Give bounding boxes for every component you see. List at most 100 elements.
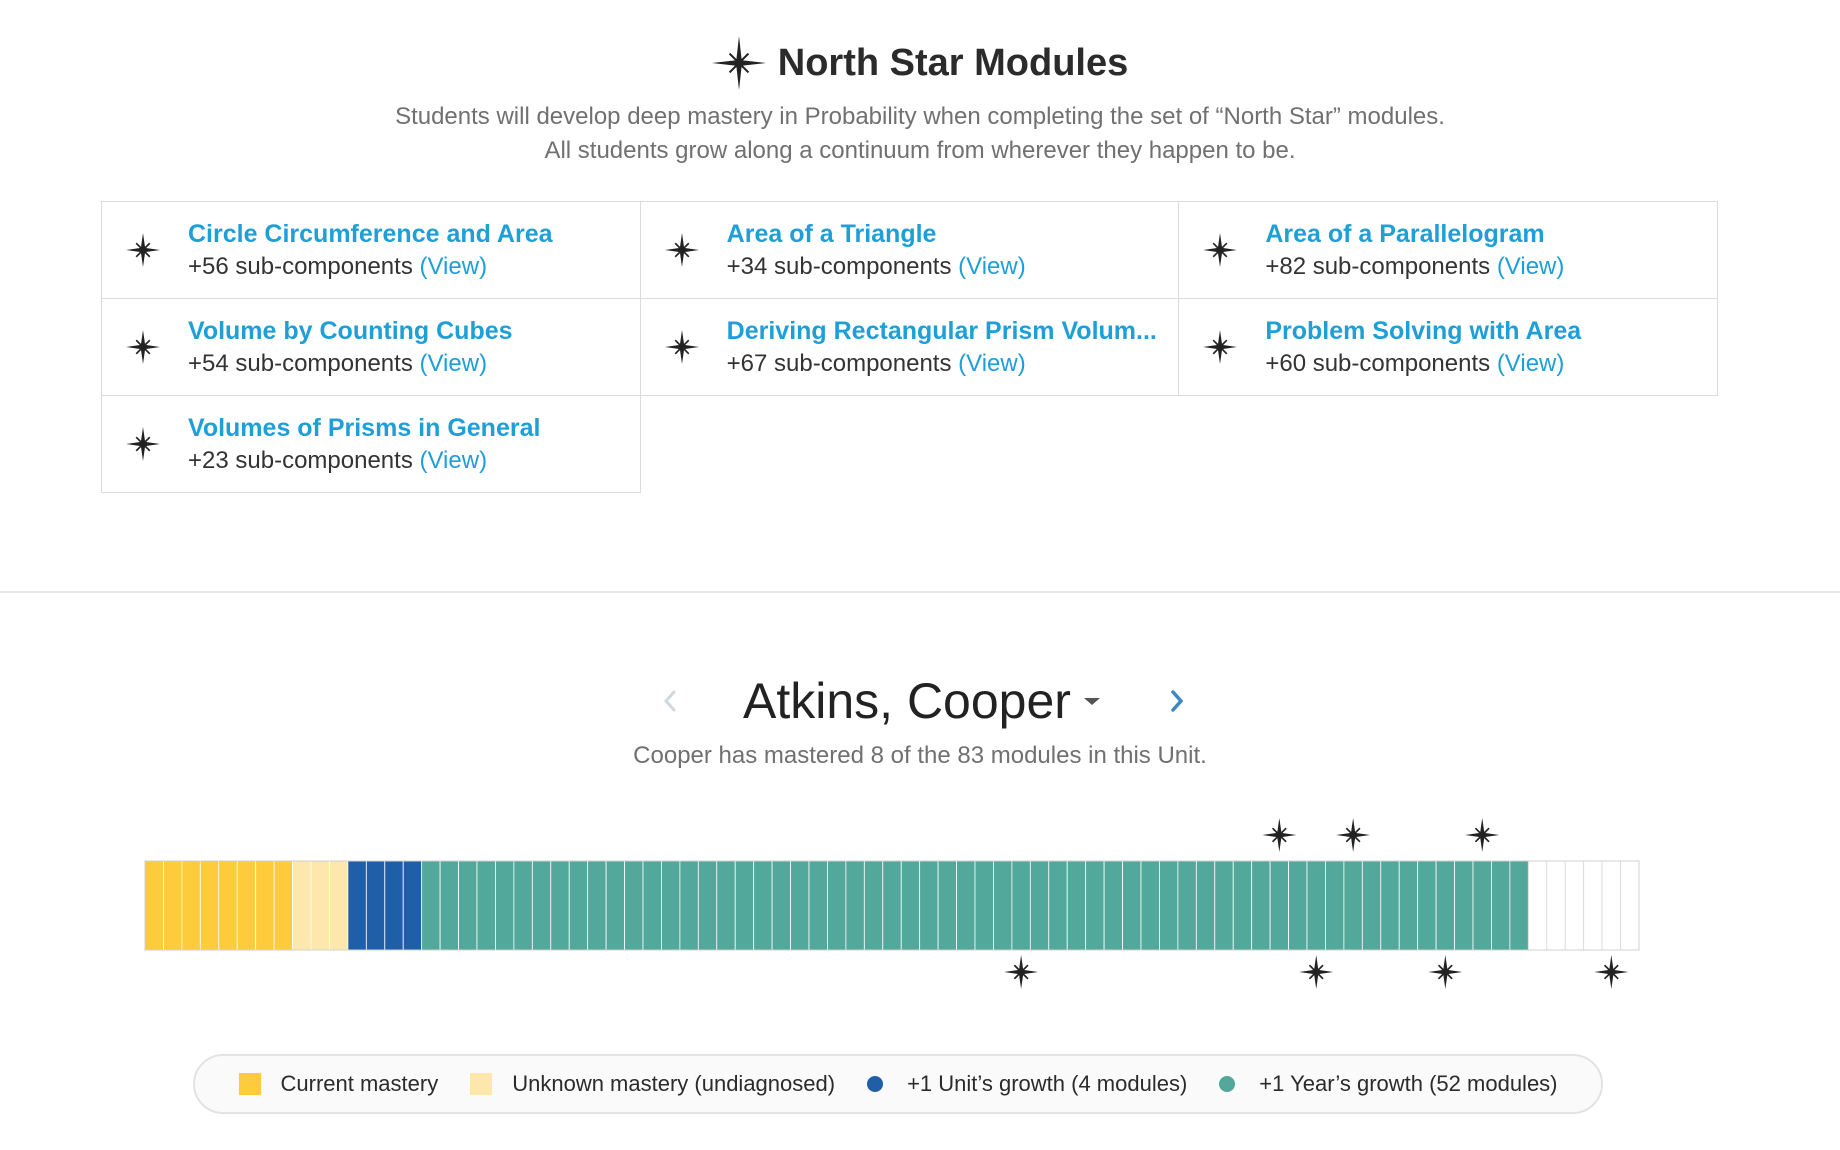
module-cell-year_growth[interactable] [697, 860, 718, 951]
module-cell-unknown[interactable] [310, 860, 330, 951]
module-cell-year_growth[interactable] [716, 860, 736, 951]
module-cell-current[interactable] [255, 860, 275, 951]
module-cell-year_growth[interactable] [605, 860, 625, 951]
module-name-link[interactable]: Circle Circumference and Area [188, 219, 553, 248]
module-cell-year_growth[interactable] [974, 860, 994, 951]
module-name-link[interactable]: Area of a Triangle [726, 219, 937, 248]
module-cell-year_growth[interactable] [1269, 860, 1289, 951]
module-cell-unit_growth[interactable] [402, 860, 423, 951]
view-link[interactable]: (View) [419, 252, 488, 280]
module-cell-current[interactable] [163, 860, 183, 951]
module-cell-year_growth[interactable] [790, 860, 810, 951]
module-cell-year_growth[interactable] [919, 860, 939, 951]
module-cell-year_growth[interactable] [661, 860, 681, 951]
module-cell-year_growth[interactable] [900, 860, 921, 951]
module-cell-year_growth[interactable] [734, 860, 755, 951]
module-cell-year_growth[interactable] [827, 860, 847, 951]
module-cell-year_growth[interactable] [1306, 860, 1326, 951]
module-cell-year_growth[interactable] [882, 860, 902, 951]
module-cell-year_growth[interactable] [1491, 860, 1511, 951]
module-cell-year_growth[interactable] [1195, 860, 1216, 951]
module-cell-current[interactable] [218, 860, 238, 951]
view-link[interactable]: (View) [958, 349, 1026, 377]
module-cell-year_growth[interactable] [1435, 860, 1455, 951]
module-cell-year_growth[interactable] [624, 860, 644, 951]
module-cell-year_growth[interactable] [1214, 860, 1234, 951]
module-name-link[interactable]: Problem Solving with Area [1265, 316, 1582, 345]
module-cell-year_growth[interactable] [1288, 860, 1308, 951]
next-student-arrow-icon[interactable] [1162, 684, 1192, 718]
module-cell-year_growth[interactable] [1343, 860, 1363, 951]
module-cell-none[interactable] [1527, 860, 1548, 951]
module-cell-none[interactable] [1546, 860, 1566, 951]
module-cell-year_growth[interactable] [1048, 860, 1068, 951]
module-cell-none[interactable] [1601, 860, 1621, 951]
module-cell-year_growth[interactable] [1361, 860, 1382, 951]
module-cell-year_growth[interactable] [845, 860, 865, 951]
view-link[interactable]: (View) [1496, 252, 1565, 280]
view-link[interactable]: (View) [419, 446, 488, 474]
student-dropdown-caret-icon[interactable] [1084, 698, 1100, 705]
module-cell-year_growth[interactable] [1085, 860, 1105, 951]
module-cell-year_growth[interactable] [1232, 860, 1253, 951]
module-name-link[interactable]: Deriving Rectangular Prism Volum... [726, 316, 1157, 345]
module-cell-year_growth[interactable] [1177, 860, 1197, 951]
module-cell-unit_growth[interactable] [384, 860, 404, 951]
module-cell-current[interactable] [199, 860, 220, 951]
module-cell-year_growth[interactable] [1398, 860, 1419, 951]
module-cell-year_growth[interactable] [513, 860, 533, 951]
module-cell-year_growth[interactable] [550, 860, 570, 951]
module-cell-current[interactable] [273, 860, 293, 951]
module-name-link[interactable]: Area of a Parallelogram [1265, 219, 1545, 248]
module-cell-year_growth[interactable] [1509, 860, 1529, 951]
module-cell-year_growth[interactable] [1251, 860, 1271, 951]
module-cell-unit_growth[interactable] [347, 860, 367, 951]
module-cell-year_growth[interactable] [993, 860, 1013, 951]
module-cell-year_growth[interactable] [1454, 860, 1474, 951]
student-name[interactable]: Atkins, Cooper [743, 673, 1071, 729]
module-cell-year_growth[interactable] [679, 860, 699, 951]
module-cell-year_growth[interactable] [531, 860, 552, 951]
module-cell-year_growth[interactable] [587, 860, 607, 951]
module-cell-year_growth[interactable] [1159, 860, 1179, 951]
view-link[interactable]: (View) [1496, 349, 1565, 377]
module-cell-year_growth[interactable] [937, 860, 957, 951]
module-cell-year_growth[interactable] [421, 860, 441, 951]
module-cell-year_growth[interactable] [753, 860, 773, 951]
module-cell-year_growth[interactable] [1029, 860, 1050, 951]
module-cell-current[interactable] [236, 860, 257, 951]
module-cell-none[interactable] [1620, 860, 1640, 951]
sub-components-count: +54 sub-components [188, 349, 413, 377]
module-cell-year_growth[interactable] [495, 860, 515, 951]
module-cell-year_growth[interactable] [1325, 860, 1345, 951]
module-cell-current[interactable] [181, 860, 201, 951]
module-name-link[interactable]: Volumes of Prisms in General [188, 413, 541, 442]
module-cell-year_growth[interactable] [439, 860, 459, 951]
previous-student-arrow-icon[interactable] [655, 684, 685, 718]
module-cell-year_growth[interactable] [476, 860, 496, 951]
module-cell-year_growth[interactable] [808, 860, 828, 951]
module-cell-year_growth[interactable] [1417, 860, 1437, 951]
module-cell-unit_growth[interactable] [365, 860, 386, 951]
module-cell-current[interactable] [144, 860, 164, 951]
module-cell-unknown[interactable] [329, 860, 349, 951]
module-cell-none[interactable] [1564, 860, 1585, 951]
module-cell-year_growth[interactable] [1122, 860, 1142, 951]
module-cell-year_growth[interactable] [458, 860, 478, 951]
module-cell-year_growth[interactable] [1140, 860, 1160, 951]
view-link[interactable]: (View) [419, 349, 488, 377]
module-cell-year_growth[interactable] [1066, 860, 1087, 951]
module-cell-year_growth[interactable] [1103, 860, 1123, 951]
module-cell-year_growth[interactable] [1380, 860, 1400, 951]
view-link[interactable]: (View) [958, 252, 1026, 280]
module-cell-year_growth[interactable] [956, 860, 976, 951]
module-cell-year_growth[interactable] [1472, 860, 1492, 951]
module-cell-year_growth[interactable] [568, 860, 589, 951]
module-cell-year_growth[interactable] [863, 860, 884, 951]
module-cell-unknown[interactable] [292, 860, 312, 951]
module-cell-year_growth[interactable] [642, 860, 662, 951]
module-name-link[interactable]: Volume by Counting Cubes [188, 316, 513, 345]
module-cell-year_growth[interactable] [771, 860, 791, 951]
module-cell-year_growth[interactable] [1011, 860, 1031, 951]
module-cell-none[interactable] [1583, 860, 1603, 951]
